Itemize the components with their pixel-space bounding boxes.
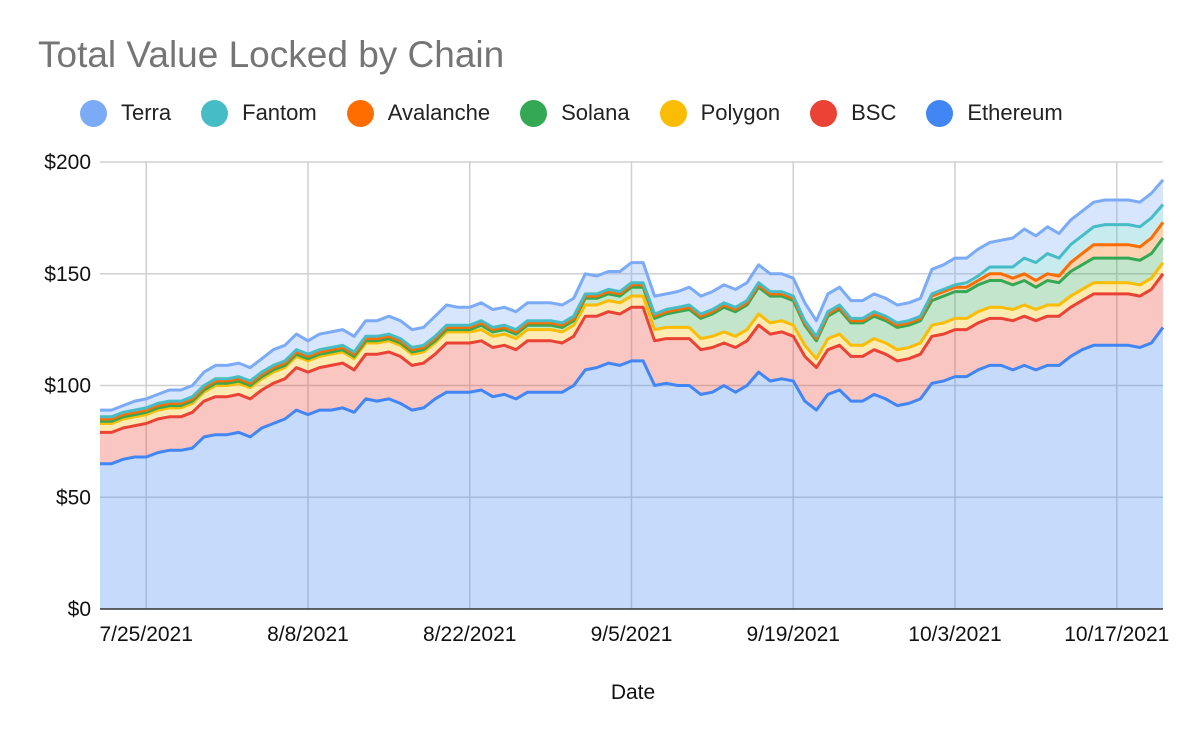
legend-item-solana: Solana xyxy=(520,99,630,127)
x-axis-title: Date xyxy=(611,681,655,704)
legend-swatch xyxy=(201,99,229,127)
legend-swatch xyxy=(346,99,374,127)
legend-item-fantom: Fantom xyxy=(201,99,317,127)
legend-swatch xyxy=(80,99,107,127)
legend-swatch xyxy=(520,99,548,127)
area-ethereum xyxy=(100,327,1163,609)
x-tick-label: 9/5/2021 xyxy=(591,623,673,646)
legend-label: Polygon xyxy=(700,100,781,125)
line-avalanche xyxy=(100,221,1165,421)
x-tick-label: 7/25/2021 xyxy=(99,623,192,646)
line-polygon xyxy=(100,261,1165,425)
legend-item-avalanche: Avalanche xyxy=(346,99,491,127)
line-fantom xyxy=(100,203,1165,419)
gridlines xyxy=(100,161,1163,609)
line-solana xyxy=(100,237,1165,423)
y-tick-labels: $0 $50 $100 $150 $200 xyxy=(44,151,91,621)
legend-item-bsc: BSC xyxy=(810,99,897,127)
y-tick-label: $50 xyxy=(56,486,91,509)
y-tick-label: $100 xyxy=(44,375,91,398)
legend-label: Avalanche xyxy=(387,100,491,125)
legend-item-ethereum: Ethereum xyxy=(926,99,1063,127)
legend-label: Solana xyxy=(561,100,630,125)
legend-item-terra: Terra xyxy=(80,99,172,127)
y-tick-label: $200 xyxy=(44,151,91,174)
line-ethereum xyxy=(100,326,1165,466)
series-lines xyxy=(100,178,1165,466)
legend-swatch xyxy=(926,99,954,127)
legend: Terra Fantom Avalanche Solana Polygon BSC Ethe… xyxy=(80,98,1093,128)
x-tick-label: 8/22/2021 xyxy=(423,623,516,646)
x-tick-labels: 7/25/2021 8/8/2021 8/22/2021 9/5/2021 9/19/2… xyxy=(99,623,1169,646)
legend-label: BSC xyxy=(851,100,897,125)
y-tick-label: $0 xyxy=(68,598,91,621)
x-tick-label: 9/19/2021 xyxy=(747,623,840,646)
area-bsc xyxy=(100,273,1163,464)
legend-item-polygon: Polygon xyxy=(659,99,781,127)
line-terra xyxy=(100,178,1165,412)
legend-label: Fantom xyxy=(242,100,317,125)
y-tick-label: $150 xyxy=(44,263,91,286)
legend-swatch xyxy=(810,99,838,127)
chart-title: Total Value Locked by Chain xyxy=(38,34,505,75)
legend-label: Terra xyxy=(121,100,172,125)
legend-label: Ethereum xyxy=(967,100,1063,125)
x-tick-label: 8/8/2021 xyxy=(267,623,349,646)
line-bsc xyxy=(100,272,1165,434)
x-tick-label: 10/3/2021 xyxy=(908,623,1001,646)
legend-swatch xyxy=(659,99,687,127)
x-tick-label: 10/17/2021 xyxy=(1064,623,1169,646)
